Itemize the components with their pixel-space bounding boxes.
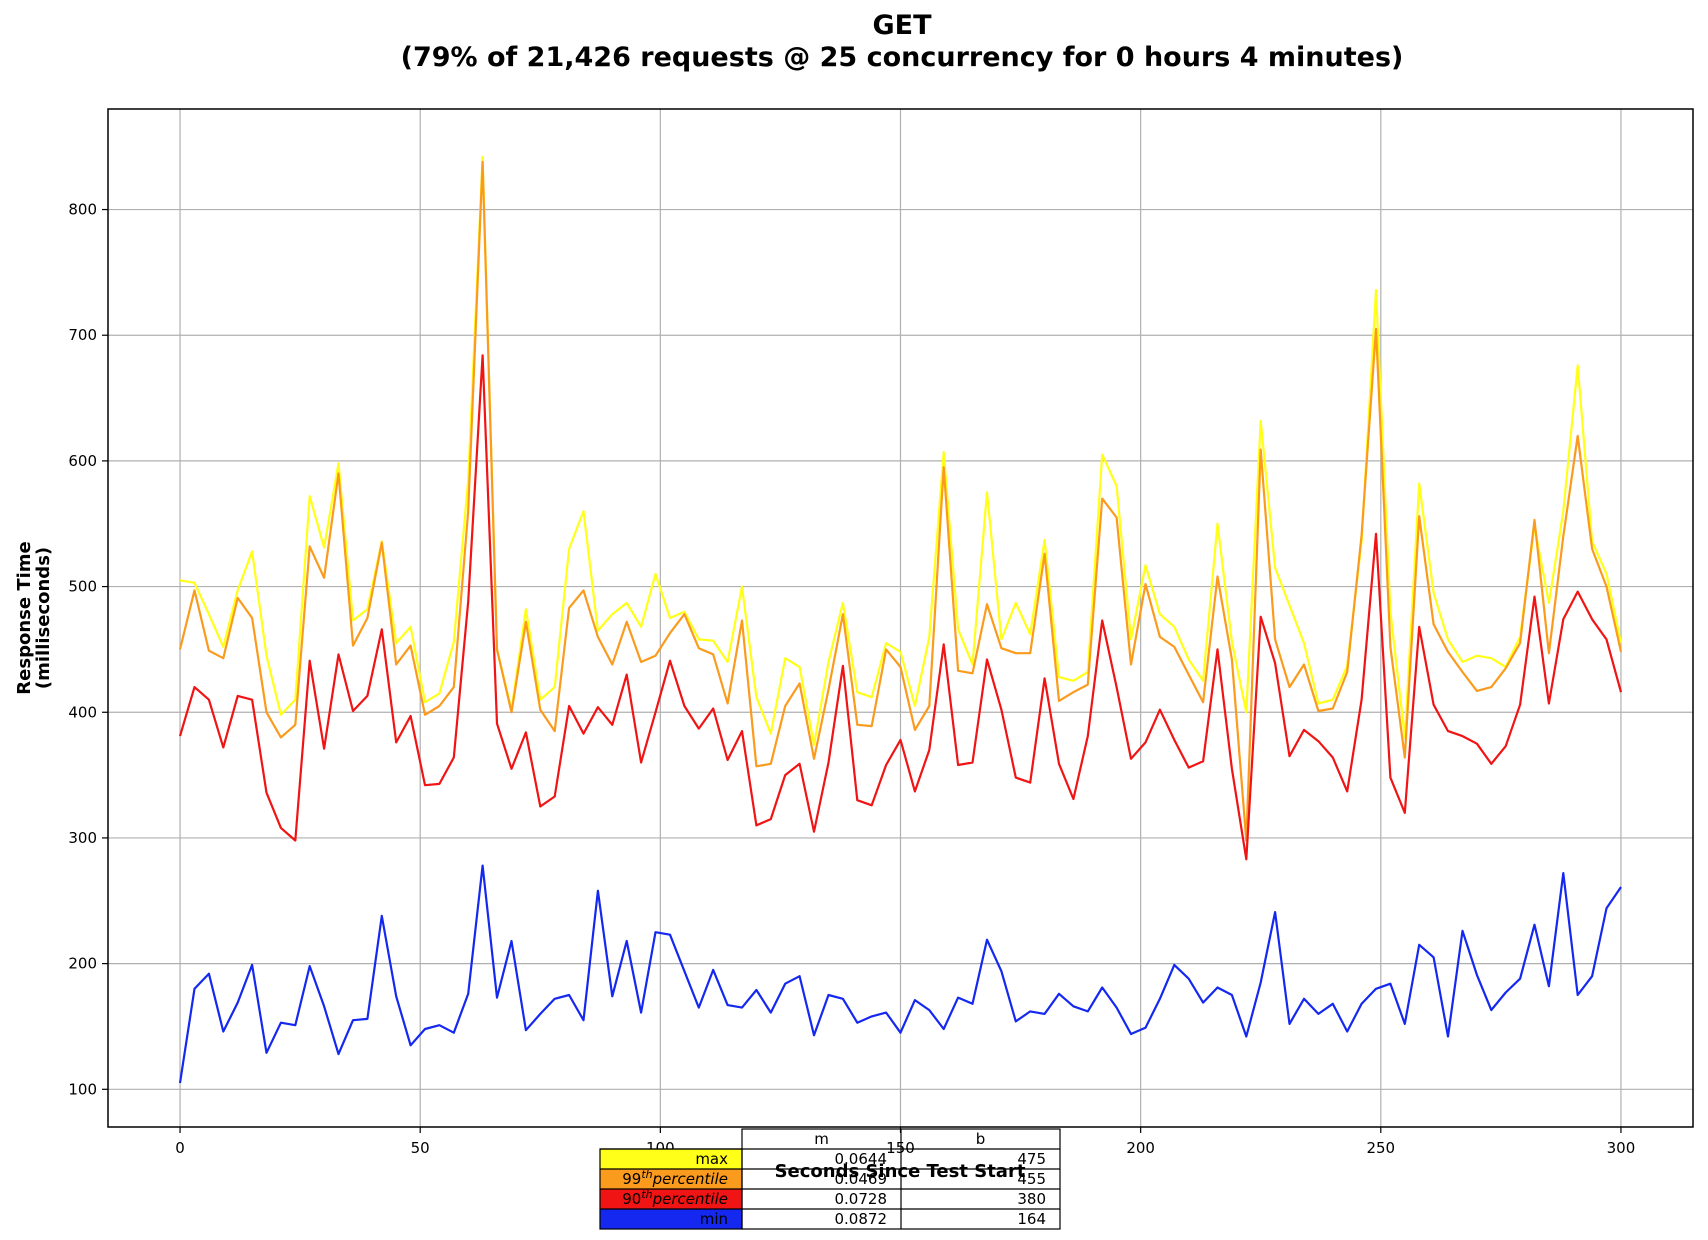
table-cell-b: 455 bbox=[1017, 1170, 1046, 1188]
table-cell-b: 380 bbox=[1017, 1190, 1046, 1208]
regression-table: m b max 0.0644 475 99thpercentile 0.0469 455 90t… bbox=[599, 1128, 1061, 1230]
table-header-m: m bbox=[814, 1130, 829, 1148]
table-cell-m: 0.0644 bbox=[835, 1150, 888, 1168]
x-axis-label: Seconds Since Test Start bbox=[775, 1161, 1026, 1182]
table-cell-b: 164 bbox=[1017, 1210, 1046, 1228]
x-tick-label: 0 bbox=[175, 1139, 185, 1157]
legend-label: 90thpercentile bbox=[622, 1188, 728, 1208]
legend-label: min bbox=[700, 1210, 728, 1228]
series-line-90th-percentile bbox=[178, 354, 1623, 861]
series-line-min bbox=[178, 864, 1622, 1084]
grid-lines bbox=[108, 109, 1693, 1127]
legend-swatch bbox=[600, 1149, 742, 1169]
y-axis-label-units: (milliseconds) bbox=[33, 547, 54, 689]
series-line-99th-percentile bbox=[178, 160, 1623, 842]
y-tick-label: 500 bbox=[68, 578, 97, 596]
table-cell-b: 475 bbox=[1017, 1150, 1046, 1168]
series-line-max bbox=[179, 155, 1623, 747]
legend-label: max bbox=[695, 1150, 728, 1168]
x-tick-label: 50 bbox=[411, 1139, 430, 1157]
chart-subtitle: (79% of 21,426 requests @ 25 concurrency… bbox=[401, 42, 1404, 73]
y-tick-label: 800 bbox=[68, 201, 97, 219]
table-header-b: b bbox=[976, 1130, 986, 1148]
x-tick-label: 250 bbox=[1366, 1139, 1395, 1157]
y-tick-label: 100 bbox=[68, 1080, 97, 1098]
legend-label: 99thpercentile bbox=[622, 1168, 728, 1188]
table-cell-m: 0.0469 bbox=[835, 1170, 888, 1188]
axis-ticks: 0 50 100 150 200 250 3001002003004005006007008… bbox=[68, 201, 1635, 1157]
y-tick-label: 700 bbox=[68, 326, 97, 344]
legend-swatch bbox=[600, 1169, 742, 1189]
legend-swatch bbox=[600, 1189, 742, 1209]
y-tick-label: 600 bbox=[68, 452, 97, 470]
x-tick-label: 300 bbox=[1607, 1139, 1636, 1157]
y-axis-label: Response Time bbox=[14, 541, 35, 694]
table-cell-m: 0.0728 bbox=[835, 1190, 888, 1208]
y-tick-label: 300 bbox=[68, 829, 97, 847]
legend-swatch bbox=[600, 1209, 742, 1229]
x-tick-label: 200 bbox=[1126, 1139, 1155, 1157]
series-lines bbox=[178, 155, 1623, 1084]
chart-title: GET bbox=[872, 10, 932, 41]
y-tick-label: 200 bbox=[68, 955, 97, 973]
table-cell-m: 0.0872 bbox=[835, 1210, 888, 1228]
y-tick-label: 400 bbox=[68, 703, 97, 721]
